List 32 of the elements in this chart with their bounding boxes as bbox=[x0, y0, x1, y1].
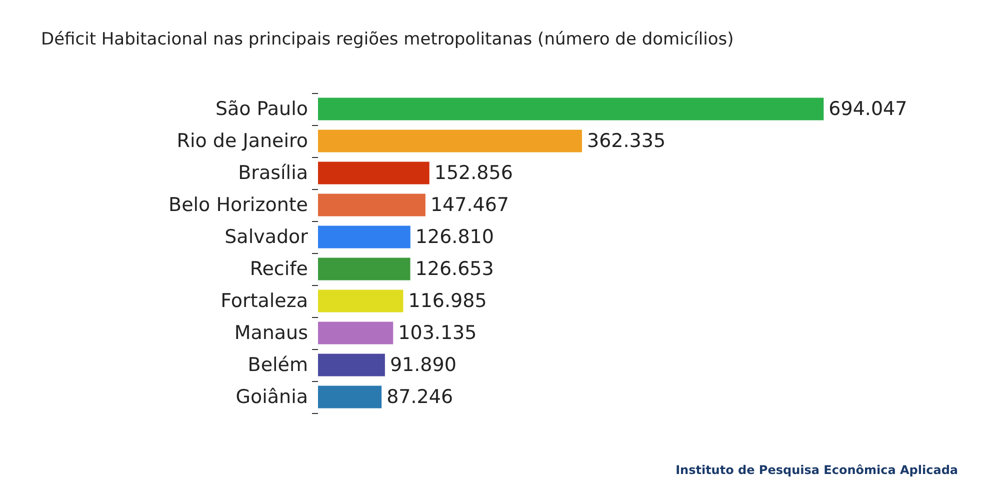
data-label: 103.135 bbox=[398, 322, 477, 344]
data-label: 152.856 bbox=[434, 162, 513, 184]
data-label: 116.985 bbox=[408, 290, 487, 312]
data-label: 694.047 bbox=[828, 98, 908, 120]
data-label: 87.246 bbox=[386, 386, 454, 408]
bar bbox=[318, 162, 430, 184]
bar bbox=[318, 226, 410, 248]
y-tick-label: Belo Horizonte bbox=[168, 194, 308, 216]
data-label: 91.890 bbox=[390, 354, 456, 376]
y-tick-label: Rio de Janeiro bbox=[176, 130, 308, 152]
bar bbox=[318, 98, 824, 120]
data-label: 126.810 bbox=[415, 226, 494, 248]
y-tick-label: Brasília bbox=[238, 162, 308, 184]
y-tick-label: Fortaleza bbox=[220, 290, 308, 312]
y-tick-label: Belém bbox=[248, 354, 308, 376]
bar bbox=[318, 290, 404, 312]
y-tick-label: São Paulo bbox=[215, 98, 308, 120]
bar bbox=[318, 354, 385, 376]
y-tick-label: Salvador bbox=[224, 226, 308, 248]
data-label: 147.467 bbox=[430, 194, 510, 216]
data-label: 126.653 bbox=[415, 258, 494, 280]
y-tick-label: Goiânia bbox=[236, 386, 308, 408]
y-tick-label: Recife bbox=[250, 258, 308, 280]
bar bbox=[318, 258, 410, 280]
bar bbox=[318, 130, 582, 152]
y-tick-label: Manaus bbox=[234, 322, 308, 344]
chart-title: Déficit Habitacional nas principais regiões metropolitanas (número de domicílios) bbox=[41, 30, 734, 50]
bar bbox=[318, 322, 394, 344]
text: Instituto de Pesquisa Econômica Aplicada bbox=[676, 463, 958, 477]
bar bbox=[318, 194, 426, 216]
data-label: 362.335 bbox=[586, 130, 666, 152]
bar bbox=[318, 386, 382, 408]
